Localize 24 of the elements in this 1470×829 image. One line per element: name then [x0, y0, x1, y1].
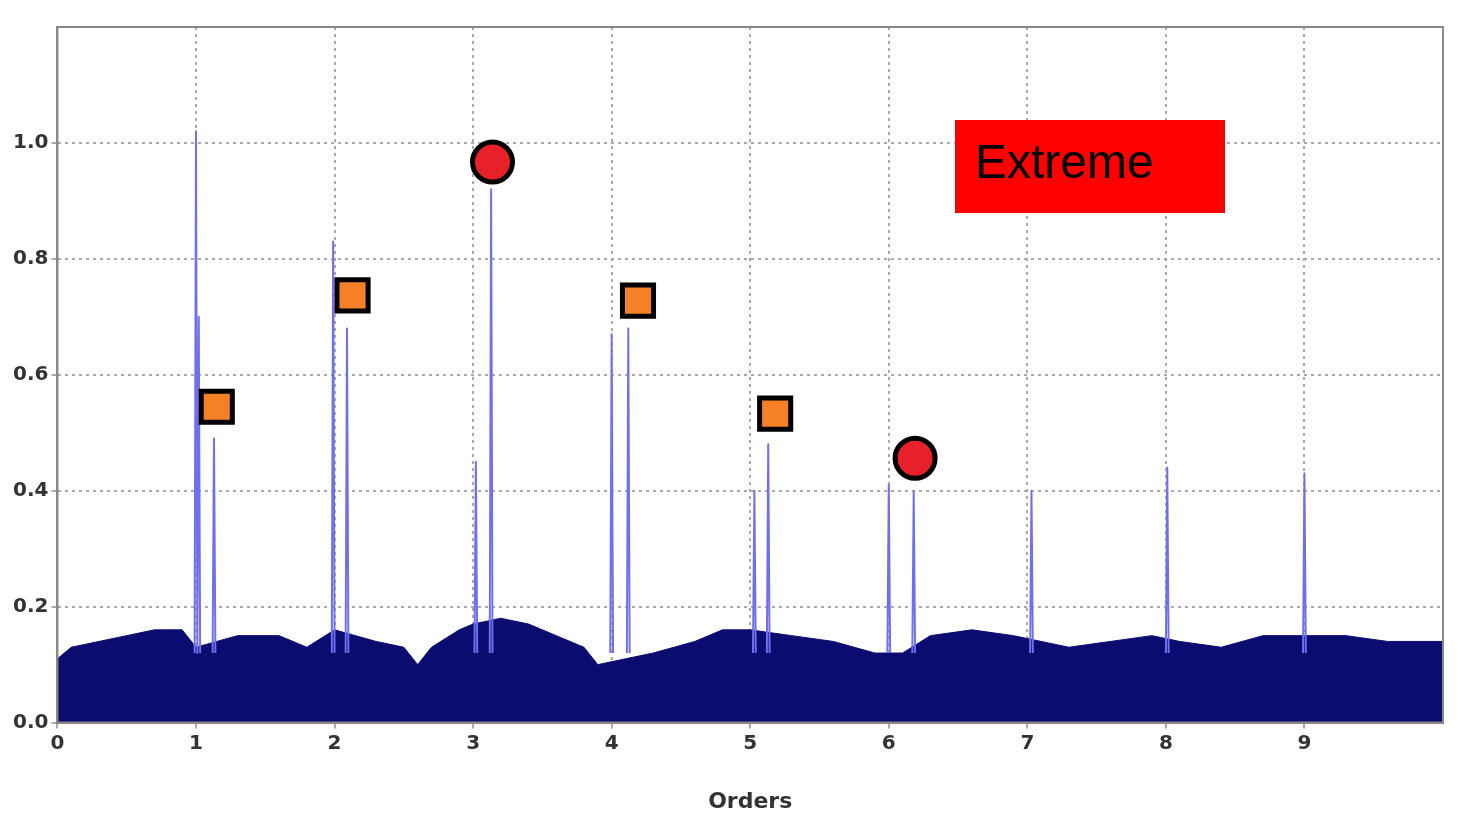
point	[757, 395, 794, 432]
y-tick-label: 0.6	[12, 361, 49, 385]
x-tick-label: 5	[743, 729, 758, 754]
point	[892, 435, 938, 481]
y-tick-label: 0.0	[12, 708, 49, 733]
x-tick-label: 3	[466, 729, 481, 754]
y-tick-label: 0.8	[12, 245, 49, 270]
y-tick-label: 1.0	[12, 129, 49, 154]
x-tick-label: 6	[881, 729, 896, 754]
point	[619, 282, 657, 319]
x-tick-label: 9	[1297, 729, 1312, 754]
x-tick-label: 2	[327, 729, 342, 754]
x-tick-label: 1	[189, 729, 203, 754]
x-axis-title: Orders	[708, 787, 793, 813]
x-tick-label: 8	[1158, 729, 1173, 754]
point	[198, 388, 235, 425]
x-tick-label: 7	[1020, 729, 1035, 754]
point	[334, 277, 371, 314]
x-tick-label: 0	[50, 729, 65, 754]
y-tick-label: 0.2	[12, 592, 49, 617]
annotation: Extreme	[955, 120, 1225, 213]
point	[470, 139, 515, 185]
y-tick-label: 0.4	[12, 476, 49, 501]
x-tick-label: 4	[604, 729, 619, 754]
